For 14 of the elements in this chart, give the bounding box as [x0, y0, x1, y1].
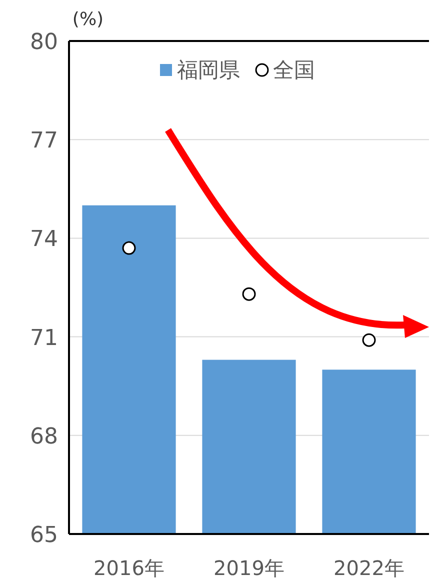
legend-label: 全国 — [273, 58, 315, 82]
x-tick-label: 2016年 — [94, 556, 164, 580]
point — [362, 333, 376, 347]
y-tick-label: 71 — [30, 326, 58, 351]
point — [122, 241, 136, 255]
y-tick-label: 68 — [30, 424, 58, 450]
y-tick-label: 80 — [30, 30, 58, 55]
x-tick-label: 2019年 — [214, 556, 284, 580]
y-axis-title: (%) — [72, 9, 104, 30]
y-tick-label: 74 — [30, 227, 58, 252]
y-tick-label: 65 — [30, 523, 58, 548]
legend-label: 福岡県 — [177, 58, 240, 82]
y-tick-label: 77 — [30, 128, 58, 154]
x-tick-label: 2022年 — [334, 556, 404, 580]
